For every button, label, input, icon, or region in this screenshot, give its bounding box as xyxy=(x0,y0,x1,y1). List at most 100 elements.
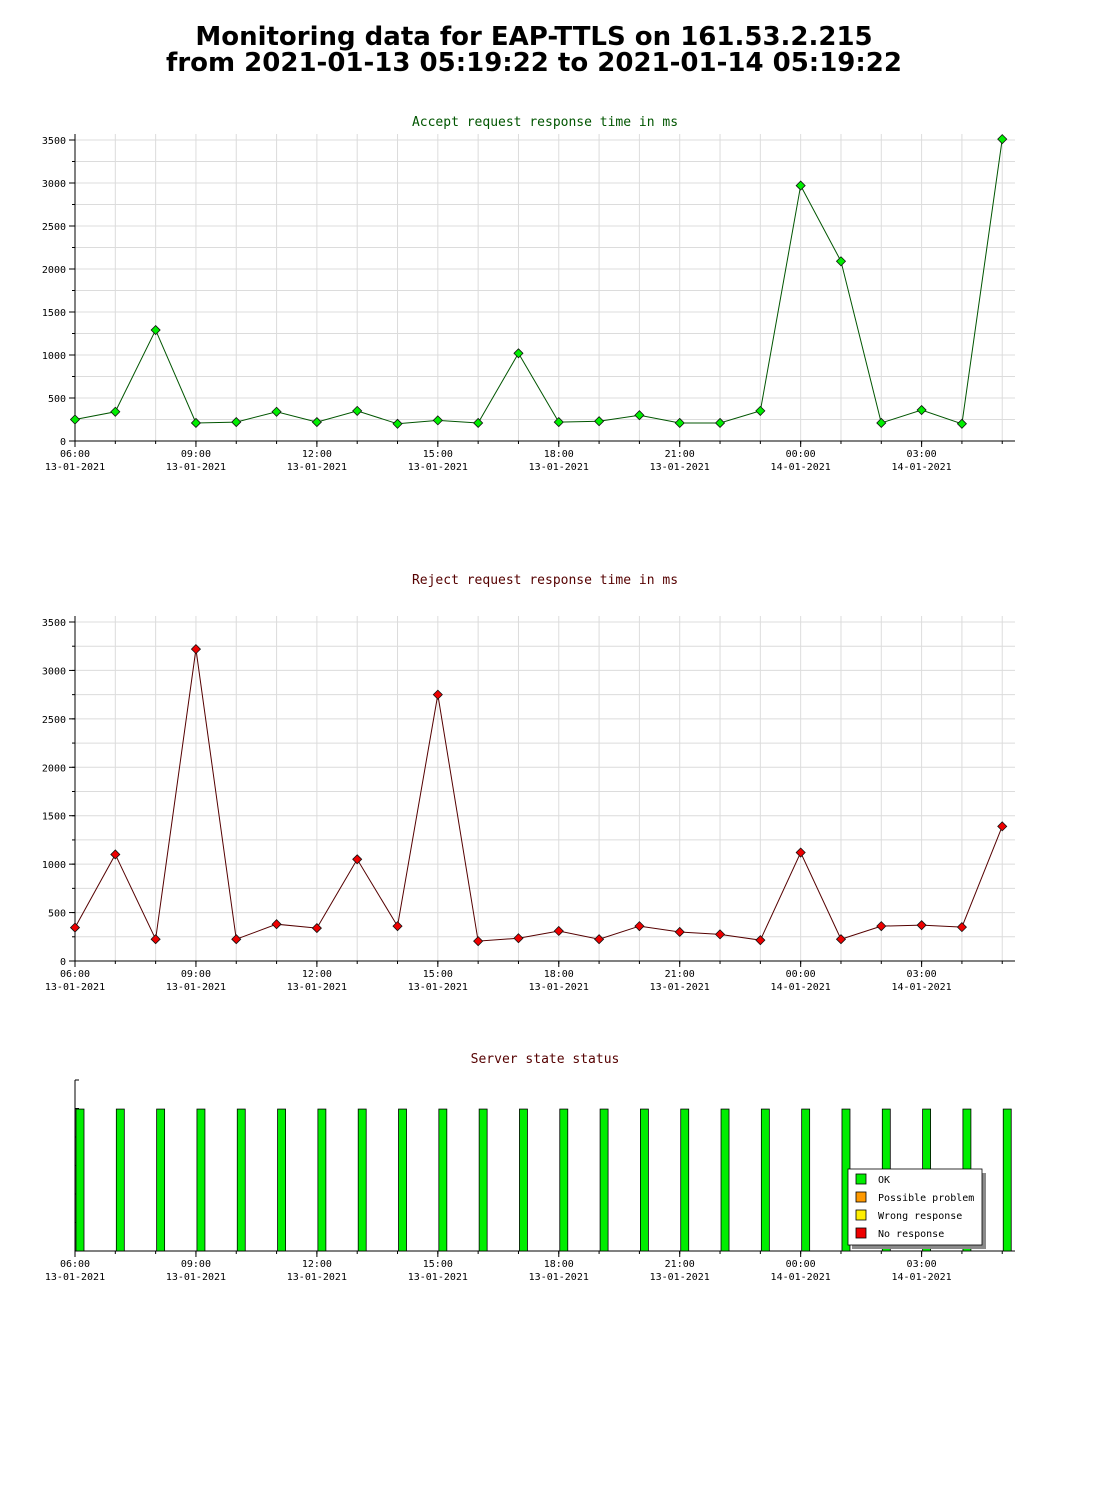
data-point xyxy=(473,936,484,947)
accept-response-chart: Accept request response time in ms 0 500 1… xyxy=(42,115,1015,473)
x-tick-label-date: 13-01-2021 xyxy=(287,982,347,993)
data-point xyxy=(997,821,1008,832)
x-tick-label-date: 13-01-2021 xyxy=(45,982,105,993)
data-point xyxy=(553,417,564,428)
legend-box xyxy=(847,1168,983,1246)
legend-swatch xyxy=(855,1209,867,1221)
status-bar xyxy=(357,1108,367,1252)
data-point xyxy=(513,348,524,359)
y-tick-label: 2500 xyxy=(42,715,66,726)
data-point xyxy=(473,417,484,429)
data-point xyxy=(956,418,967,429)
x-tick-label-time: 00:00 xyxy=(786,1259,816,1270)
legend-label: No response xyxy=(878,1229,944,1240)
status-bar xyxy=(115,1108,125,1252)
data-point xyxy=(432,689,443,700)
y-tick-label: 500 xyxy=(48,909,66,920)
status-bar xyxy=(760,1108,770,1252)
page-title-line2: from 2021-01-13 05:19:22 to 2021-01-14 0… xyxy=(166,48,902,78)
status-bar xyxy=(236,1108,246,1252)
data-point xyxy=(352,405,363,416)
data-point xyxy=(795,180,806,191)
data-point xyxy=(69,414,81,425)
x-tick-label-time: 15:00 xyxy=(423,1259,453,1270)
x-tick-label-date: 13-01-2021 xyxy=(529,462,589,473)
data-point xyxy=(876,921,887,932)
status-bar xyxy=(196,1108,206,1252)
x-tick-label-date: 13-01-2021 xyxy=(287,462,347,473)
status-bar xyxy=(559,1108,569,1252)
data-point xyxy=(714,929,726,940)
legend-swatch xyxy=(855,1191,867,1203)
data-point xyxy=(956,922,967,933)
x-tick-label-time: 18:00 xyxy=(544,969,574,980)
legend-label: Wrong response xyxy=(878,1211,962,1222)
data-point xyxy=(513,933,524,944)
data-point xyxy=(835,934,847,945)
legend-swatch xyxy=(855,1227,867,1239)
data-point xyxy=(311,923,322,934)
data-point xyxy=(392,921,403,932)
status-bar xyxy=(519,1108,528,1252)
x-tick-label-date: 14-01-2021 xyxy=(771,1272,831,1283)
x-tick-label-time: 21:00 xyxy=(665,1259,695,1270)
data-point xyxy=(876,417,887,429)
status-bar xyxy=(398,1108,407,1252)
x-tick-label-date: 13-01-2021 xyxy=(45,462,105,473)
reject-response-chart: Reject request response time in ms 0 500 1… xyxy=(42,573,1015,993)
data-point xyxy=(271,406,282,417)
status-bar xyxy=(438,1108,448,1252)
data-point xyxy=(795,847,806,858)
x-tick-label-time: 06:00 xyxy=(60,969,90,980)
data-point xyxy=(190,644,202,655)
data-point xyxy=(311,417,322,428)
x-tick-label-time: 06:00 xyxy=(60,1259,90,1270)
data-point xyxy=(392,418,403,429)
data-point xyxy=(190,417,202,429)
data-point xyxy=(916,404,927,416)
x-tick-label-date: 13-01-2021 xyxy=(650,1272,710,1283)
y-tick-label: 2500 xyxy=(42,222,66,233)
data-point xyxy=(150,324,161,336)
status-bar xyxy=(75,1108,85,1252)
x-tick-label-date: 13-01-2021 xyxy=(529,982,589,993)
x-tick-label-time: 06:00 xyxy=(60,449,90,460)
x-tick-label-date: 13-01-2021 xyxy=(166,982,226,993)
x-tick-label-date: 13-01-2021 xyxy=(408,1272,468,1283)
x-tick-label-date: 13-01-2021 xyxy=(166,462,226,473)
x-tick-label-date: 14-01-2021 xyxy=(891,1272,951,1283)
x-tick-label-date: 14-01-2021 xyxy=(891,462,951,473)
data-point xyxy=(69,922,81,933)
data-point xyxy=(553,925,564,937)
y-tick-label: 1500 xyxy=(42,308,66,319)
x-tick-label-time: 12:00 xyxy=(302,449,332,460)
y-tick-label: 500 xyxy=(48,394,66,405)
data-point xyxy=(714,417,726,429)
data-point xyxy=(352,854,363,865)
x-tick-label-time: 00:00 xyxy=(786,969,816,980)
data-point xyxy=(150,934,161,945)
status-bar xyxy=(720,1108,730,1252)
series-line xyxy=(74,139,1003,425)
y-tick-label: 2000 xyxy=(42,265,66,276)
x-tick-label-date: 14-01-2021 xyxy=(771,982,831,993)
x-tick-label-date: 13-01-2021 xyxy=(650,982,710,993)
x-tick-label-time: 21:00 xyxy=(665,449,695,460)
data-point xyxy=(594,934,605,945)
legend-swatch xyxy=(855,1173,867,1185)
data-point xyxy=(634,921,645,932)
status-bar xyxy=(1002,1108,1012,1252)
y-tick-label: 3500 xyxy=(42,136,66,147)
y-tick-label: 1000 xyxy=(42,351,66,362)
x-tick-label-time: 18:00 xyxy=(544,1259,574,1270)
data-point xyxy=(231,417,242,428)
x-tick-label-time: 09:00 xyxy=(181,1259,211,1270)
status-chart-title: Server state status xyxy=(471,1052,620,1067)
y-tick-label: 1000 xyxy=(42,860,66,871)
y-tick-label: 2000 xyxy=(42,763,66,774)
x-tick-label-date: 14-01-2021 xyxy=(891,982,951,993)
legend-label: Possible problem xyxy=(878,1193,974,1204)
status-legend: OK Possible problem Wrong response No respo… xyxy=(847,1168,986,1249)
x-tick-label-time: 03:00 xyxy=(907,969,937,980)
